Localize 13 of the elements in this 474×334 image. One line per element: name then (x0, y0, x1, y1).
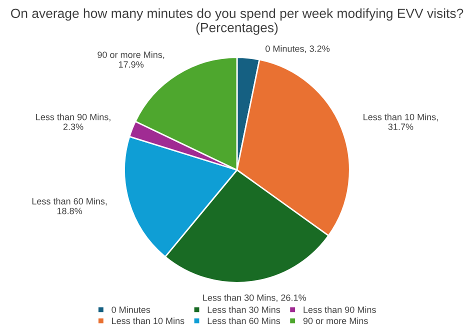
data-label: 0 Minutes, 3.2% (266, 45, 330, 53)
legend-label: Less than 30 Mins (208, 306, 280, 313)
legend-label: Less than 60 Mins (208, 317, 280, 324)
data-label: Less than 90 Mins, 2.3% (36, 114, 110, 130)
data-label: 90 or more Mins, 17.9% (98, 51, 164, 68)
data-label: Less than 10 Mins, 31.7% (364, 114, 438, 130)
legend-label: Less than 10 Mins (112, 317, 184, 324)
legend-label: 90 or more Mins (303, 317, 368, 324)
data-label: Less than 30 Mins, 26.1% (203, 294, 306, 302)
legend-label: Less than 90 Mins (304, 306, 376, 313)
data-label: Less than 60 Mins, 18.8% (32, 198, 107, 214)
legend-label: 0 Minutes (112, 306, 150, 313)
chart-title: On average how many minutes do you spend per week modifying EVV visits? (Percentages) (11, 8, 464, 35)
